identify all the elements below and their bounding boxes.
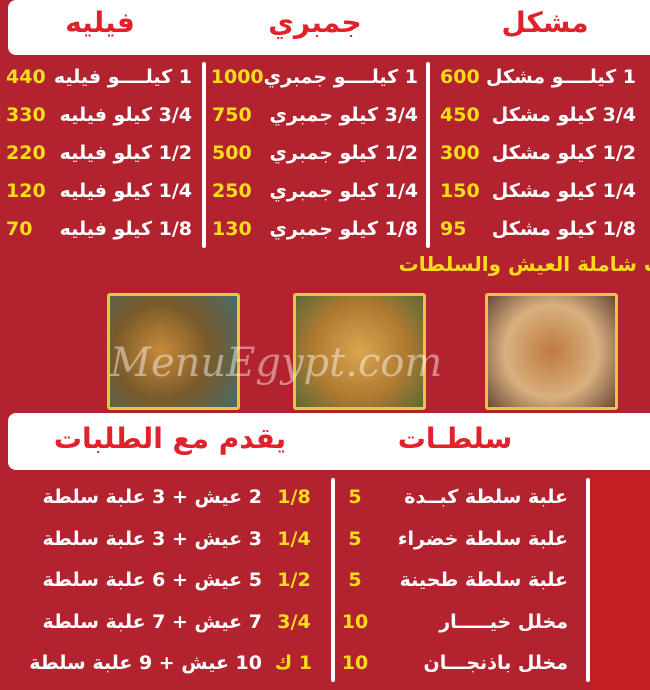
salad-item: علبة سلطة كبــدة 5 bbox=[340, 480, 568, 514]
portion-size: 1 ك bbox=[274, 652, 312, 674]
served-item: 1 ك 10 عيش + 9 علبة سلطة bbox=[29, 646, 312, 680]
menu-item: 1 كيلــــو مشكل 600 bbox=[440, 60, 636, 94]
item-name: 3/4 كيلو فيليه bbox=[59, 104, 192, 126]
salad-item: مخلل باذنجـــان 10 bbox=[340, 646, 568, 680]
item-name: 1/4 كيلو جمبري bbox=[269, 180, 418, 202]
salad-item: علبة سلطة طحينة 5 bbox=[340, 563, 568, 597]
portion-size: 1/2 bbox=[277, 569, 311, 591]
salad-item: مخلل خيـــــار 10 bbox=[340, 605, 568, 639]
item-name: 3/4 كيلو جمبري bbox=[269, 104, 418, 126]
portion-size: 1/8 bbox=[277, 486, 311, 508]
item-name: مخلل خيـــــار bbox=[439, 610, 568, 633]
item-name: مخلل باذنجـــان bbox=[423, 652, 568, 674]
included-items: 10 عيش + 9 علبة سلطة bbox=[29, 652, 262, 674]
menu-item: 1/2 كيلو جمبري 500 bbox=[212, 136, 418, 170]
menu-item: 1/4 كيلو مشكل 150 bbox=[440, 174, 636, 208]
section-title-fillet: فيليه bbox=[65, 6, 135, 39]
menu-item: 1/4 كيلو جمبري 250 bbox=[212, 174, 418, 208]
food-photo-sandwich bbox=[485, 293, 618, 410]
item-name: علبة سلطة طحينة bbox=[399, 569, 568, 591]
item-name: 1/2 كيلو مشكل bbox=[491, 142, 636, 164]
item-price: 750 bbox=[212, 104, 252, 126]
menu-item: 1 كيلــــو جمبري 1000 bbox=[210, 60, 418, 94]
item-name: 1/8 كيلو جمبري bbox=[269, 218, 418, 240]
item-name: 1/2 كيلو جمبري bbox=[269, 142, 418, 164]
item-price: 250 bbox=[212, 180, 252, 202]
item-name: 1 كيلــــو جمبري bbox=[263, 66, 418, 88]
menu-item: 1/8 كيلو جمبري 130 bbox=[212, 212, 418, 246]
bottom-header-bar bbox=[8, 413, 650, 470]
served-item: 1/4 3 عيش + 3 علبة سلطة bbox=[40, 522, 312, 556]
salad-item: علبة سلطة خضراء 5 bbox=[340, 522, 568, 556]
portion-size: 1/4 bbox=[277, 527, 311, 550]
item-name: 1/8 كيلو مشكل bbox=[491, 218, 636, 240]
item-price: 120 bbox=[6, 180, 46, 202]
served-item: 1/2 5 عيش + 6 علبة سلطة bbox=[40, 563, 312, 597]
item-name: 1/8 كيلو فيليه bbox=[59, 218, 192, 240]
item-name: 1 كيلــــو فيليه bbox=[53, 66, 192, 88]
item-price: 130 bbox=[212, 218, 252, 240]
item-name: علبة سلطة خضراء bbox=[397, 527, 568, 550]
menu-item: 3/4 كيلو فيليه 330 bbox=[6, 98, 192, 132]
portion-size: 3/4 bbox=[277, 610, 311, 633]
item-price: 5 bbox=[348, 486, 362, 508]
item-price: 500 bbox=[212, 142, 252, 164]
served-item: 3/4 7 عيش + 7 علبة سلطة bbox=[40, 605, 312, 639]
divider bbox=[331, 478, 335, 682]
watermark: MenuEgypt.com bbox=[110, 340, 443, 386]
menu-item: 1/2 كيلو فيليه 220 bbox=[6, 136, 192, 170]
divider bbox=[202, 62, 206, 248]
divider bbox=[586, 478, 590, 682]
section-title-salads: سلطـات bbox=[397, 422, 513, 455]
item-price: 95 bbox=[440, 218, 467, 240]
item-price: 5 bbox=[348, 569, 362, 591]
item-name: 1/4 كيلو مشكل bbox=[491, 180, 636, 202]
served-item: 1/8 2 عيش + 3 علبة سلطة bbox=[40, 480, 312, 514]
food-photo-fried-shrimp bbox=[293, 293, 426, 410]
menu-item: 1 كيلــــو فيليه 440 bbox=[6, 60, 192, 94]
item-name: 1 كيلــــو مشكل bbox=[485, 66, 636, 88]
menu-item: 3/4 كيلو جمبري 750 bbox=[212, 98, 418, 132]
item-name: علبة سلطة كبــدة bbox=[404, 486, 568, 508]
menu-item: 1/4 كيلو فيليه 120 bbox=[6, 174, 192, 208]
included-items: 5 عيش + 6 علبة سلطة bbox=[42, 569, 262, 591]
item-price: 10 bbox=[341, 652, 369, 674]
section-title-shrimp: جمبري bbox=[268, 6, 362, 39]
section-title-mixed: مشكل bbox=[501, 6, 589, 39]
item-price: 1000 bbox=[210, 66, 264, 88]
item-price: 300 bbox=[440, 142, 480, 164]
item-name: 1/4 كيلو فيليه bbox=[59, 180, 192, 202]
item-price: 10 bbox=[341, 610, 369, 633]
included-items: 3 عيش + 3 علبة سلطة bbox=[42, 527, 262, 550]
item-name: 3/4 كيلو مشكل bbox=[491, 104, 636, 126]
food-photo-fried-fish bbox=[107, 293, 240, 410]
item-price: 150 bbox=[440, 180, 480, 202]
item-price: 600 bbox=[440, 66, 480, 88]
divider bbox=[426, 62, 430, 248]
menu-item: 1/8 كيلو مشكل 95 bbox=[440, 212, 636, 246]
menu-item: 1/8 كيلو فيليه 70 bbox=[6, 212, 192, 246]
item-name: 1/2 كيلو فيليه bbox=[59, 142, 192, 164]
item-price: 440 bbox=[6, 66, 46, 88]
menu-item: 3/4 كيلو مشكل 450 bbox=[440, 98, 636, 132]
item-price: 70 bbox=[6, 218, 33, 240]
side-strip bbox=[590, 472, 650, 690]
item-price: 5 bbox=[348, 527, 362, 550]
item-price: 450 bbox=[440, 104, 480, 126]
menu-item: 1/2 كيلو مشكل 300 bbox=[440, 136, 636, 170]
banner-text: ت شاملة العيش والسلطات bbox=[398, 252, 650, 276]
item-price: 330 bbox=[6, 104, 46, 126]
item-price: 220 bbox=[6, 142, 46, 164]
section-title-served-with: يقدم مع الطلبات bbox=[53, 422, 287, 455]
top-header-bar bbox=[8, 0, 650, 55]
included-items: 2 عيش + 3 علبة سلطة bbox=[42, 486, 262, 508]
included-items: 7 عيش + 7 علبة سلطة bbox=[42, 610, 262, 633]
